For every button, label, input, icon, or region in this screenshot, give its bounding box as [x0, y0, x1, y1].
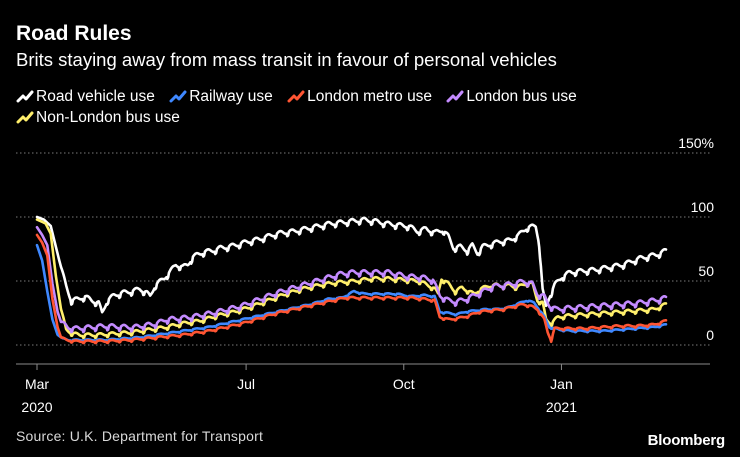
legend-item-london-metro: London metro use — [287, 86, 432, 107]
y-tick-label: 100 — [691, 199, 715, 215]
x-tick-label: Mar — [25, 376, 49, 392]
legend-line-mark — [16, 111, 34, 124]
x-tick-year-label: 2021 — [546, 399, 577, 415]
x-tick-label: Oct — [393, 376, 415, 392]
legend-line-icon — [446, 90, 464, 103]
x-tick-label: Jul — [237, 376, 255, 392]
legend-item-road-vehicle: Road vehicle use — [16, 86, 155, 107]
legend-label-non-london-bus: Non-London bus use — [36, 109, 180, 126]
source-note: Source: U.K. Department for Transport — [16, 428, 264, 444]
bloomberg-logo: Bloomberg — [647, 432, 726, 449]
legend-line-icon — [287, 90, 305, 103]
legend-label-london-bus: London bus use — [466, 88, 577, 105]
legend-swatch-railway — [169, 88, 187, 104]
legend-line-mark — [287, 90, 305, 103]
legend-swatch-road-vehicle — [16, 88, 34, 104]
y-tick-label: 150% — [678, 135, 714, 151]
legend-line-mark — [169, 90, 187, 103]
legend-swatch-london-metro — [287, 88, 305, 104]
chart-legend: Road vehicle use Railway use London metr… — [16, 86, 656, 128]
series-london-metro-line — [35, 233, 668, 345]
legend-swatch-non-london-bus — [16, 109, 34, 125]
chart-title: Road Rules — [16, 22, 132, 45]
y-tick-label: 0 — [706, 327, 714, 343]
legend-line-icon — [169, 90, 187, 103]
legend-swatch-london-bus — [446, 88, 464, 104]
legend-item-railway: Railway use — [169, 86, 273, 107]
legend-item-non-london-bus: Non-London bus use — [16, 107, 180, 128]
legend-label-road-vehicle: Road vehicle use — [36, 88, 155, 105]
legend-line-mark — [446, 90, 464, 103]
legend-label-london-metro: London metro use — [307, 88, 433, 105]
legend-item-london-bus: London bus use — [446, 86, 577, 107]
legend-line-icon — [16, 111, 34, 124]
series-road-vehicle-line — [35, 215, 668, 314]
series-non-london-bus-line — [35, 218, 668, 340]
legend-label-railway: Railway use — [189, 88, 273, 105]
legend-line-mark — [16, 90, 34, 103]
legend-line-icon — [16, 90, 34, 103]
x-tick-year-label: 2020 — [21, 399, 52, 415]
series-london-bus-line — [35, 225, 668, 334]
chart-subtitle: Brits staying away from mass transit in … — [16, 49, 557, 70]
x-tick-label: Jan — [550, 376, 573, 392]
y-tick-label: 50 — [698, 263, 714, 279]
